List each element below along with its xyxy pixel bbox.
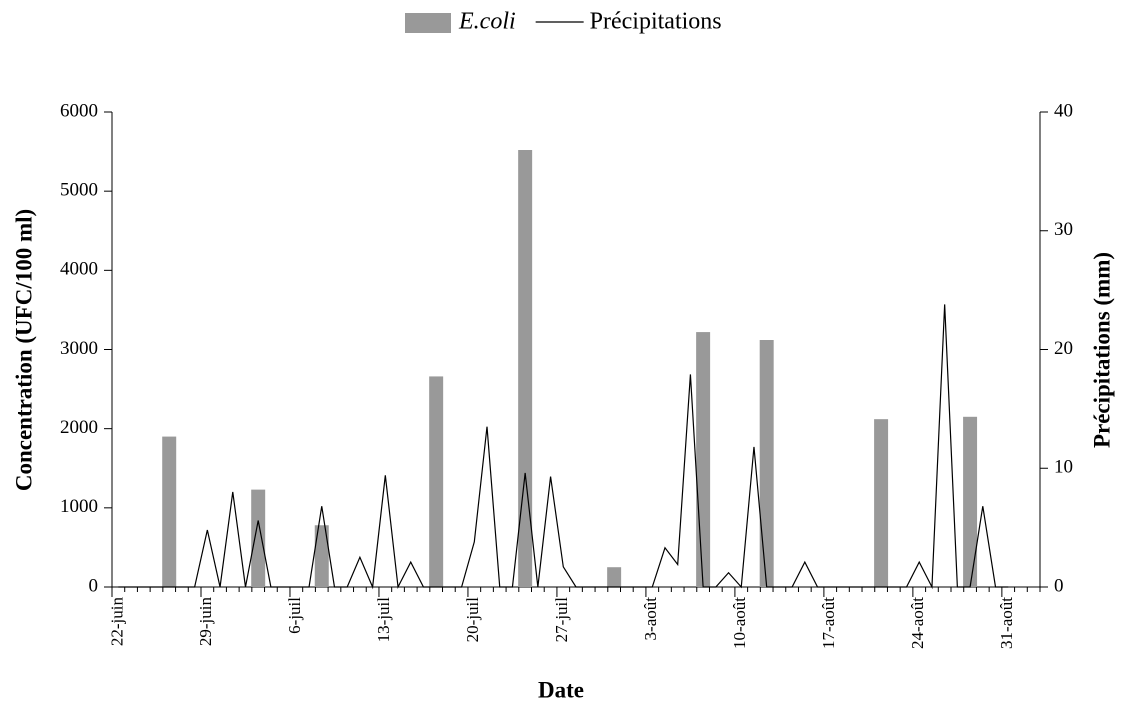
y-tick-label: 2000 (60, 417, 98, 438)
y2-tick-label: 40 (1054, 100, 1073, 121)
y2-tick-label: 30 (1054, 219, 1073, 240)
bar (162, 436, 177, 587)
x-tick-label: 20-juil (463, 597, 482, 643)
bar (696, 332, 711, 587)
x-tick-label: 27-juil (552, 597, 571, 643)
y-tick-label: 5000 (60, 180, 98, 201)
x-tick-label: 10-août (730, 597, 749, 649)
y-tick-label: 4000 (60, 259, 98, 280)
bar (607, 567, 622, 587)
legend-swatch (405, 13, 451, 33)
bar (251, 489, 266, 587)
x-tick-label: 13-juil (374, 597, 393, 643)
y2-tick-label: 20 (1054, 338, 1073, 359)
x-tick-label: 6-juil (285, 597, 304, 634)
y2-tick-label: 10 (1054, 457, 1073, 478)
y-axis-title: Concentration (UFC/100 ml) (11, 209, 36, 491)
y-tick-label: 6000 (60, 100, 98, 121)
y2-tick-label: 0 (1054, 575, 1064, 596)
bar (874, 419, 889, 587)
legend-label: Précipitations (590, 9, 722, 35)
x-tick-label: 3-août (641, 597, 660, 641)
x-tick-label: 29-juin (196, 597, 215, 647)
y-tick-label: 0 (89, 575, 99, 596)
bar (963, 416, 978, 587)
legend-label: E.coli (458, 9, 516, 35)
y-tick-label: 3000 (60, 338, 98, 359)
x-tick-label: 17-août (819, 597, 838, 649)
bar (518, 150, 533, 587)
x-tick-label: 31-août (997, 597, 1016, 649)
bar (759, 340, 774, 587)
bar (314, 525, 329, 587)
line (118, 304, 1009, 590)
y2-axis-title: Précipitations (mm) (1089, 252, 1114, 448)
y-tick-label: 1000 (60, 496, 98, 517)
x-tick-label: 24-août (908, 597, 927, 649)
x-tick-label: 22-juin (107, 597, 126, 647)
x-axis-title: Date (538, 677, 584, 702)
bar (429, 376, 444, 587)
